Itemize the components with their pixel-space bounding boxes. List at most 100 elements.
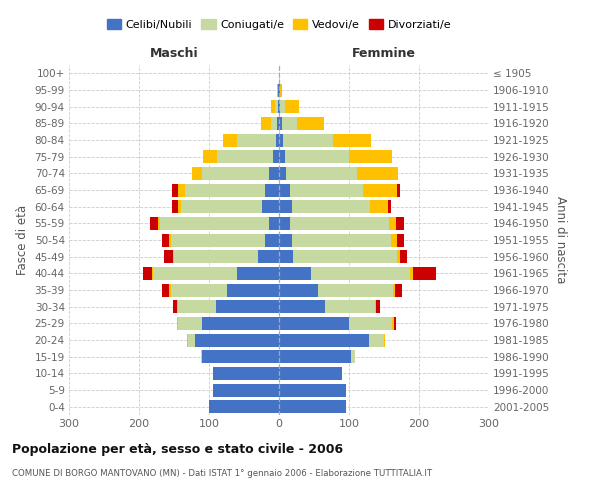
Bar <box>282 117 297 130</box>
Bar <box>410 267 413 280</box>
Bar <box>177 300 178 313</box>
Bar <box>279 217 290 230</box>
Bar <box>391 234 397 246</box>
Bar <box>290 217 389 230</box>
Bar <box>290 184 363 196</box>
Bar <box>162 234 169 246</box>
Bar <box>170 284 227 296</box>
Legend: Celibi/Nubili, Coniugati/e, Vedovi/e, Divorziati/e: Celibi/Nubili, Coniugati/e, Vedovi/e, Di… <box>103 14 455 34</box>
Bar <box>277 84 278 96</box>
Bar <box>274 150 279 163</box>
Bar <box>284 100 299 113</box>
Bar <box>393 284 395 296</box>
Bar <box>279 300 325 313</box>
Y-axis label: Fasce di età: Fasce di età <box>16 205 29 275</box>
Bar <box>384 334 385 346</box>
Bar <box>279 100 280 113</box>
Bar <box>237 267 279 280</box>
Bar <box>394 317 396 330</box>
Bar <box>279 200 292 213</box>
Bar <box>317 284 393 296</box>
Text: Popolazione per età, sesso e stato civile - 2006: Popolazione per età, sesso e stato civil… <box>12 442 343 456</box>
Bar <box>370 200 388 213</box>
Bar <box>187 334 188 346</box>
Bar <box>203 150 217 163</box>
Bar <box>279 334 368 346</box>
Bar <box>178 200 181 213</box>
Bar <box>188 334 195 346</box>
Bar <box>279 117 282 130</box>
Bar <box>170 234 265 246</box>
Bar <box>223 134 237 146</box>
Bar <box>185 184 265 196</box>
Bar <box>397 184 400 196</box>
Bar <box>158 217 160 230</box>
Bar <box>279 134 283 146</box>
Bar <box>152 267 153 280</box>
Bar <box>202 167 269 180</box>
Text: Femmine: Femmine <box>352 47 416 60</box>
Bar <box>279 84 280 96</box>
Bar <box>388 200 391 213</box>
Bar <box>262 200 279 213</box>
Bar <box>269 217 279 230</box>
Bar <box>363 184 397 196</box>
Bar <box>265 234 279 246</box>
Bar <box>275 100 278 113</box>
Bar <box>217 150 274 163</box>
Bar <box>333 134 371 146</box>
Bar <box>153 267 237 280</box>
Bar <box>202 317 279 330</box>
Bar <box>375 300 376 313</box>
Bar <box>178 300 216 313</box>
Bar <box>368 334 384 346</box>
Bar <box>269 167 279 180</box>
Bar <box>400 250 407 263</box>
Bar <box>149 217 158 230</box>
Bar <box>279 250 293 263</box>
Bar <box>279 184 290 196</box>
Bar <box>174 250 258 263</box>
Bar <box>212 367 279 380</box>
Text: Maschi: Maschi <box>149 47 199 60</box>
Bar <box>279 317 349 330</box>
Bar <box>181 200 262 213</box>
Bar <box>349 150 392 163</box>
Bar <box>195 334 279 346</box>
Bar <box>279 367 342 380</box>
Bar <box>277 117 279 130</box>
Bar <box>278 84 279 96</box>
Bar <box>160 217 269 230</box>
Bar <box>389 217 396 230</box>
Bar <box>173 300 177 313</box>
Bar <box>351 350 355 363</box>
Bar <box>376 300 380 313</box>
Bar <box>397 250 400 263</box>
Bar <box>177 317 178 330</box>
Bar <box>413 267 436 280</box>
Bar <box>297 117 324 130</box>
Bar <box>209 400 279 413</box>
Bar <box>172 184 178 196</box>
Bar <box>396 217 404 230</box>
Bar <box>280 100 284 113</box>
Bar <box>395 284 402 296</box>
Bar <box>284 150 349 163</box>
Bar <box>292 200 370 213</box>
Bar <box>279 150 284 163</box>
Bar <box>278 100 279 113</box>
Bar <box>173 250 174 263</box>
Bar <box>279 234 292 246</box>
Bar <box>172 200 178 213</box>
Bar <box>279 400 346 413</box>
Bar <box>275 134 279 146</box>
Bar <box>164 250 173 263</box>
Bar <box>258 250 279 263</box>
Bar <box>279 284 317 296</box>
Bar <box>283 134 333 146</box>
Bar <box>279 350 351 363</box>
Bar <box>143 267 152 280</box>
Bar <box>169 234 170 246</box>
Bar <box>200 350 202 363</box>
Bar <box>286 167 358 180</box>
